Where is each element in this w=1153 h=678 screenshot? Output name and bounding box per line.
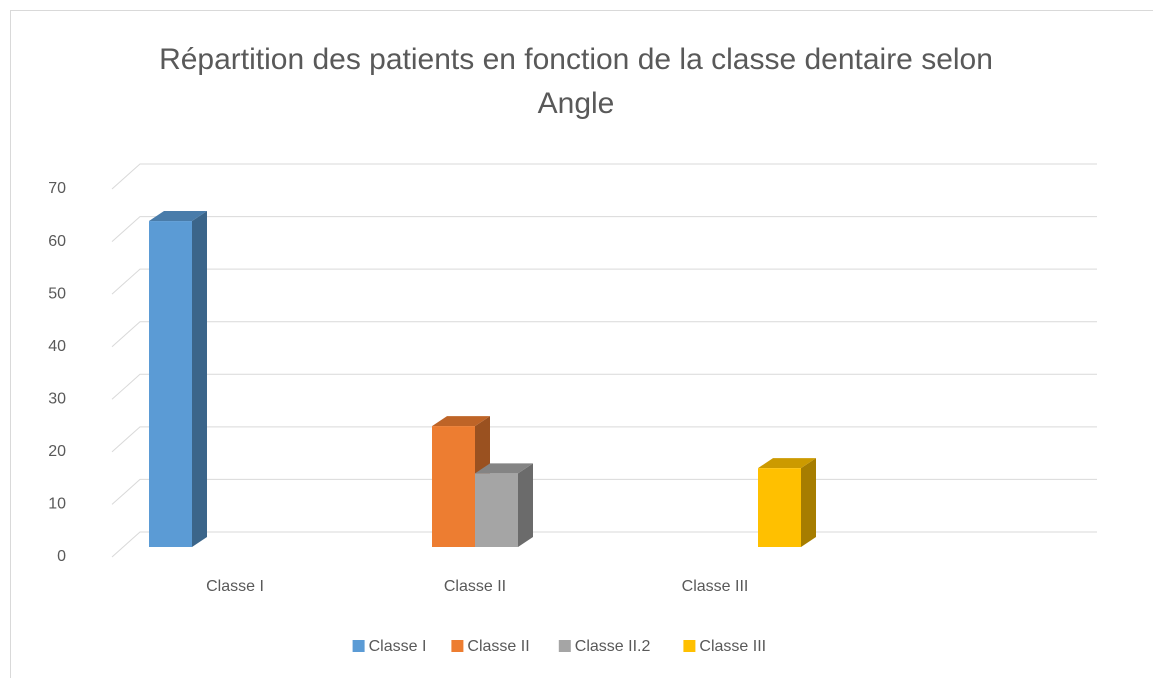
x-tick-label: Classe I xyxy=(206,578,264,595)
y-tick-label: 50 xyxy=(48,285,66,302)
legend-swatch xyxy=(558,640,571,652)
y-tick-label: 60 xyxy=(48,233,66,250)
bar-front xyxy=(475,473,518,547)
grid-line xyxy=(111,216,1097,242)
bar-side xyxy=(518,463,533,547)
legend-label: Classe II.2 xyxy=(575,638,651,655)
legend-swatch xyxy=(451,640,464,652)
bar-top xyxy=(149,211,207,222)
y-tick-label: 10 xyxy=(48,496,66,513)
bar xyxy=(758,458,816,547)
grid-line xyxy=(111,268,1097,295)
bar-top xyxy=(475,463,533,474)
bar-top xyxy=(432,416,490,427)
bar-front xyxy=(432,426,475,547)
bar xyxy=(475,463,533,547)
bar-top xyxy=(758,458,816,469)
y-tick-label: 70 xyxy=(48,180,66,197)
grid-line xyxy=(111,321,1097,348)
legend-swatch xyxy=(352,640,365,652)
y-tick-label: 40 xyxy=(48,338,66,355)
grid-line xyxy=(111,426,1097,453)
legend-label: Classe II xyxy=(467,638,529,655)
chart-border xyxy=(10,10,1153,678)
bar-side xyxy=(801,458,816,547)
y-tick-label: 0 xyxy=(57,548,66,565)
bar-side xyxy=(192,211,207,548)
legend-swatch xyxy=(683,640,696,652)
grid-line xyxy=(111,478,1097,505)
y-tick-label: 30 xyxy=(48,391,66,408)
legend-label: Classe I xyxy=(369,638,427,655)
bar-front xyxy=(758,468,801,547)
bar-front xyxy=(149,221,192,548)
grid-line xyxy=(111,373,1097,400)
grid-line xyxy=(111,531,1097,558)
x-tick-label: Classe III xyxy=(682,578,749,595)
x-tick-label: Classe II xyxy=(444,578,506,595)
chart-title: Répartition des patients en fonction de … xyxy=(159,43,993,120)
grid-line xyxy=(111,163,1097,190)
y-tick-label: 20 xyxy=(48,443,66,460)
bar xyxy=(149,211,207,548)
legend-label: Classe III xyxy=(699,638,766,655)
